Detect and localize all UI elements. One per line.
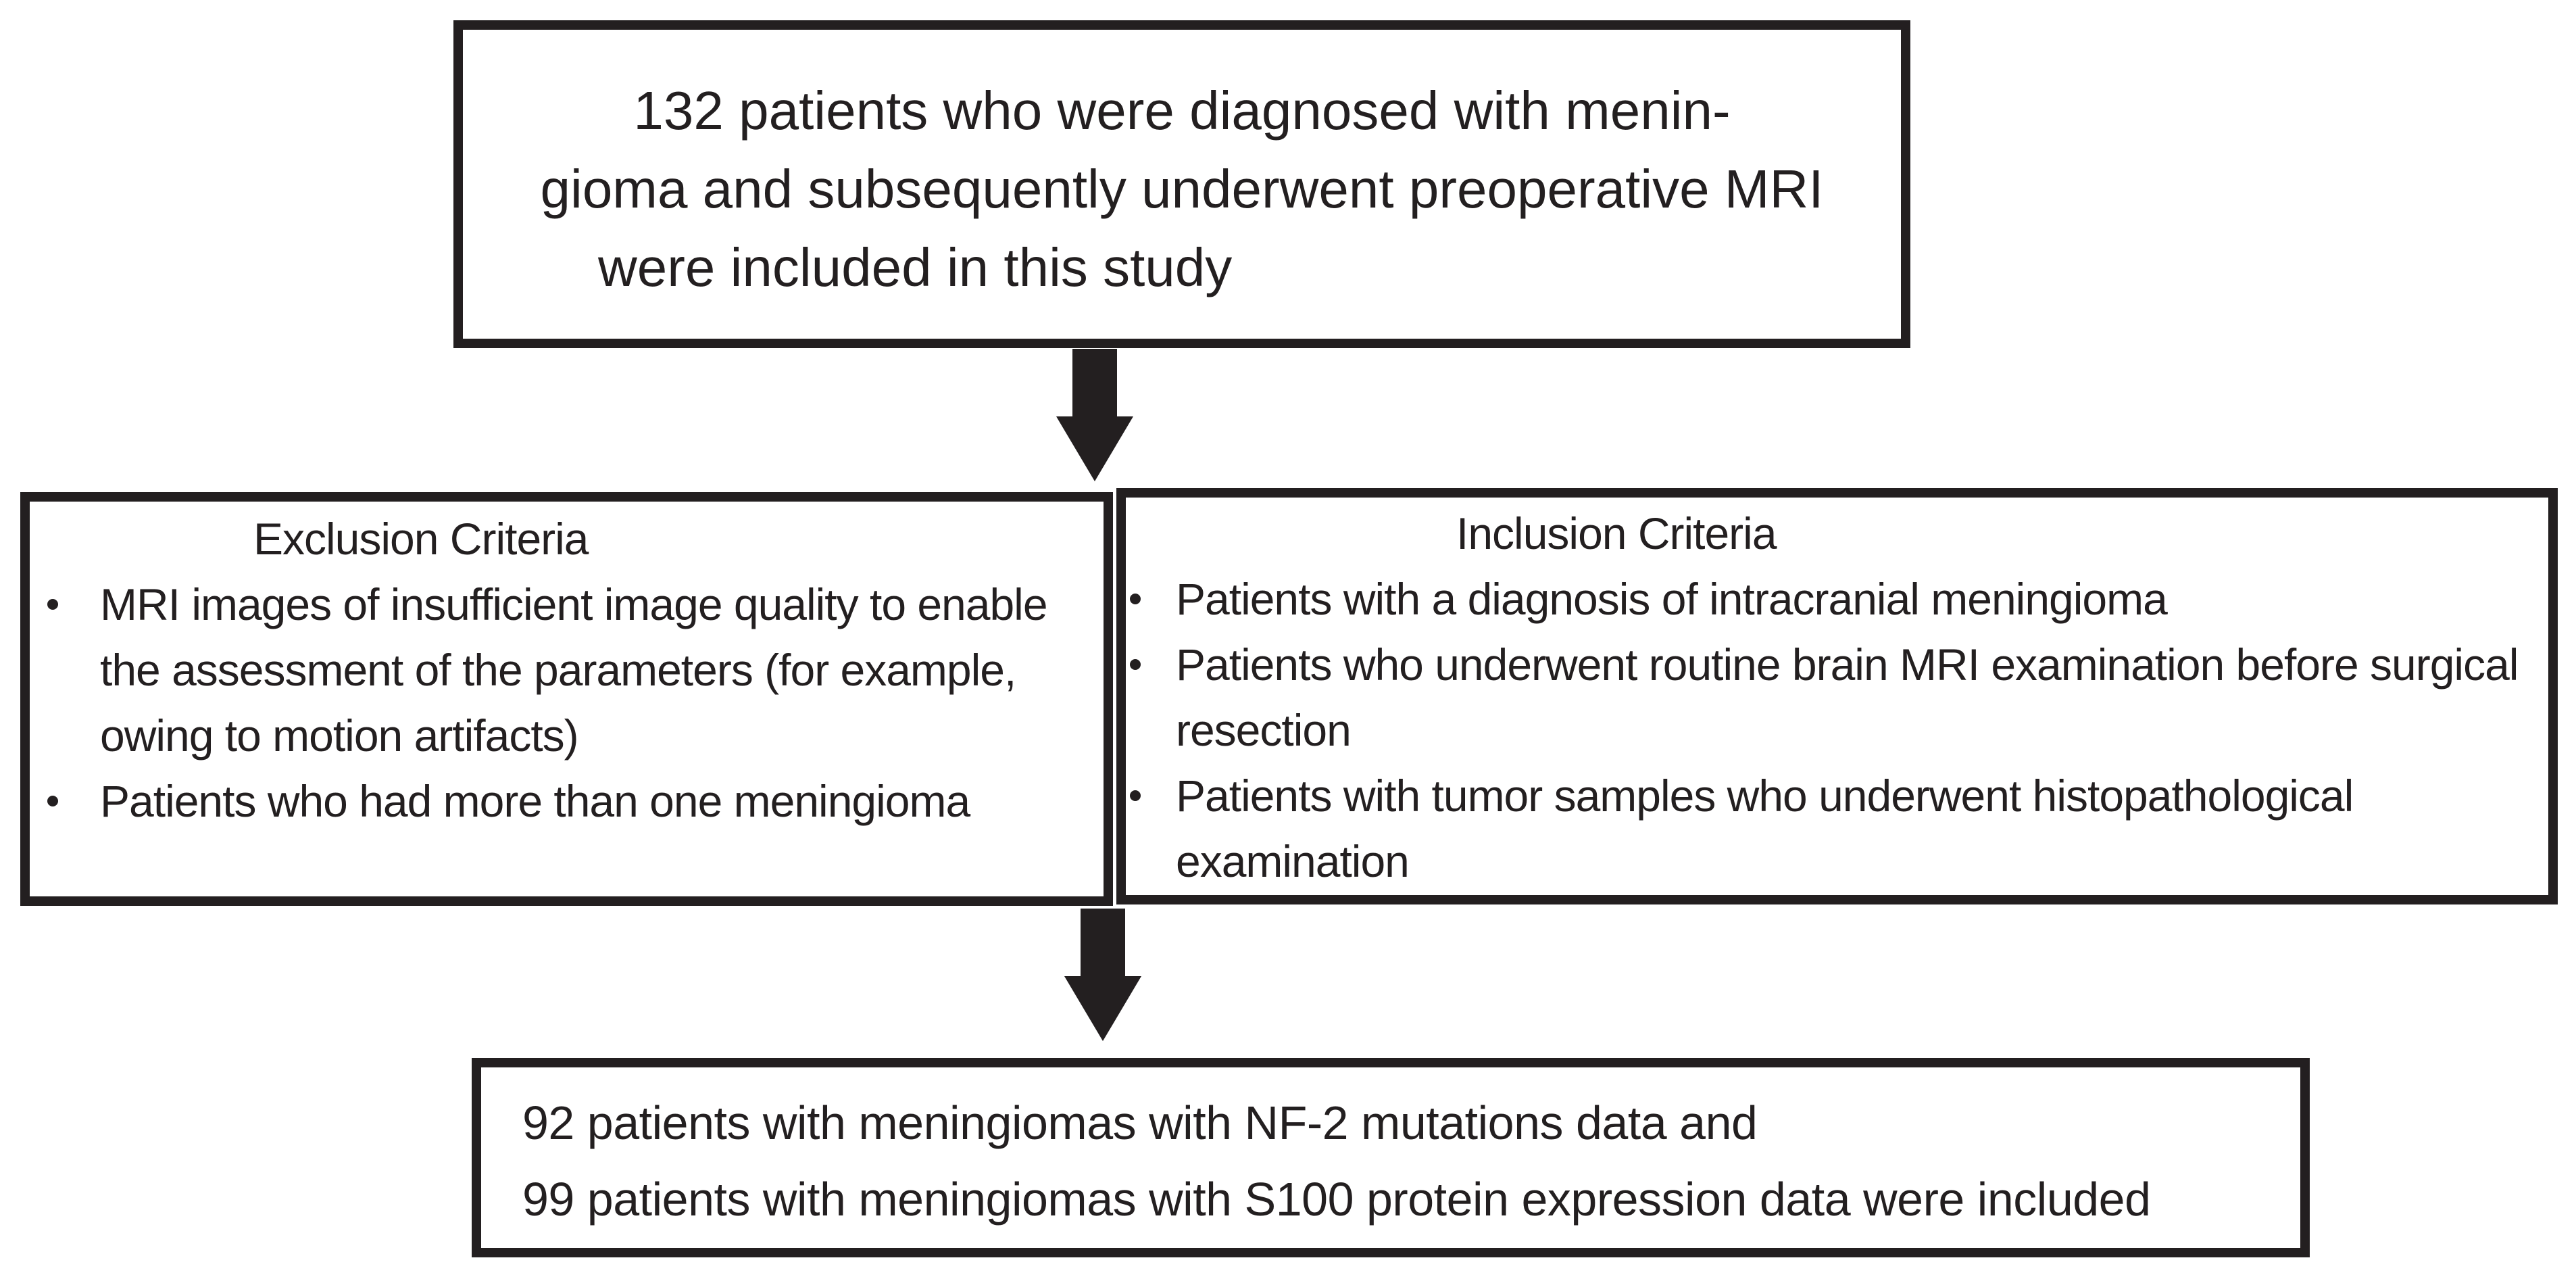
inclusion-box-content: Inclusion Criteria Patients with a diagn… (1126, 498, 2548, 894)
bullet-icon (1130, 790, 1141, 801)
exclusion-box: Exclusion Criteria MRI images of insuffi… (20, 492, 1113, 906)
list-item: Patients who had more than one meningiom… (30, 769, 1104, 834)
inclusion-box: Inclusion Criteria Patients with a diagn… (1116, 488, 2558, 904)
bullet-text: MRI images of insufficient image quality… (100, 579, 1048, 761)
top-box: 132 patients who were diagnosed with men… (453, 20, 1910, 348)
list-item: Patients with a diagnosis of intracrania… (1126, 566, 2548, 632)
top-box-line: were included in this study (598, 237, 1233, 297)
bullet-text: Patients with a diagnosis of intracrania… (1176, 574, 2168, 624)
bullet-icon (1130, 659, 1141, 670)
top-box-line: gioma and subsequently underwent preoper… (540, 159, 1824, 219)
list-item: Patients who underwent routine brain MRI… (1126, 632, 2548, 763)
result-box-line: 99 patients with meningiomas with S100 p… (522, 1173, 2151, 1226)
bullet-text: Patients who had more than one meningiom… (100, 776, 970, 826)
bullet-text: Patients who underwent routine brain MRI… (1176, 640, 2519, 755)
result-box: 92 patients with meningiomas with NF-2 m… (472, 1058, 2310, 1257)
result-box-text: 92 patients with meningiomas with NF-2 m… (481, 1067, 2300, 1238)
inclusion-bullet-list: Patients with a diagnosis of intracrania… (1126, 566, 2548, 894)
result-box-line: 92 patients with meningiomas with NF-2 m… (522, 1096, 1758, 1149)
top-box-line: 132 patients who were diagnosed with men… (633, 80, 1731, 141)
exclusion-title: Exclusion Criteria (253, 514, 589, 564)
bullet-icon (47, 796, 58, 806)
down-arrow-icon (1041, 349, 1149, 481)
inclusion-title: Inclusion Criteria (1456, 508, 1777, 558)
list-item: Patients with tumor samples who underwen… (1126, 763, 2548, 894)
down-arrow-icon (1049, 909, 1157, 1041)
bullet-icon (1130, 594, 1141, 604)
top-box-text: 132 patients who were diagnosed with men… (463, 30, 1901, 307)
exclusion-box-content: Exclusion Criteria MRI images of insuffi… (30, 502, 1104, 834)
list-item: MRI images of insufficient image quality… (30, 572, 1104, 769)
exclusion-bullet-list: MRI images of insufficient image quality… (30, 572, 1104, 834)
bullet-text: Patients with tumor samples who underwen… (1176, 771, 2354, 886)
bullet-icon (47, 599, 58, 610)
